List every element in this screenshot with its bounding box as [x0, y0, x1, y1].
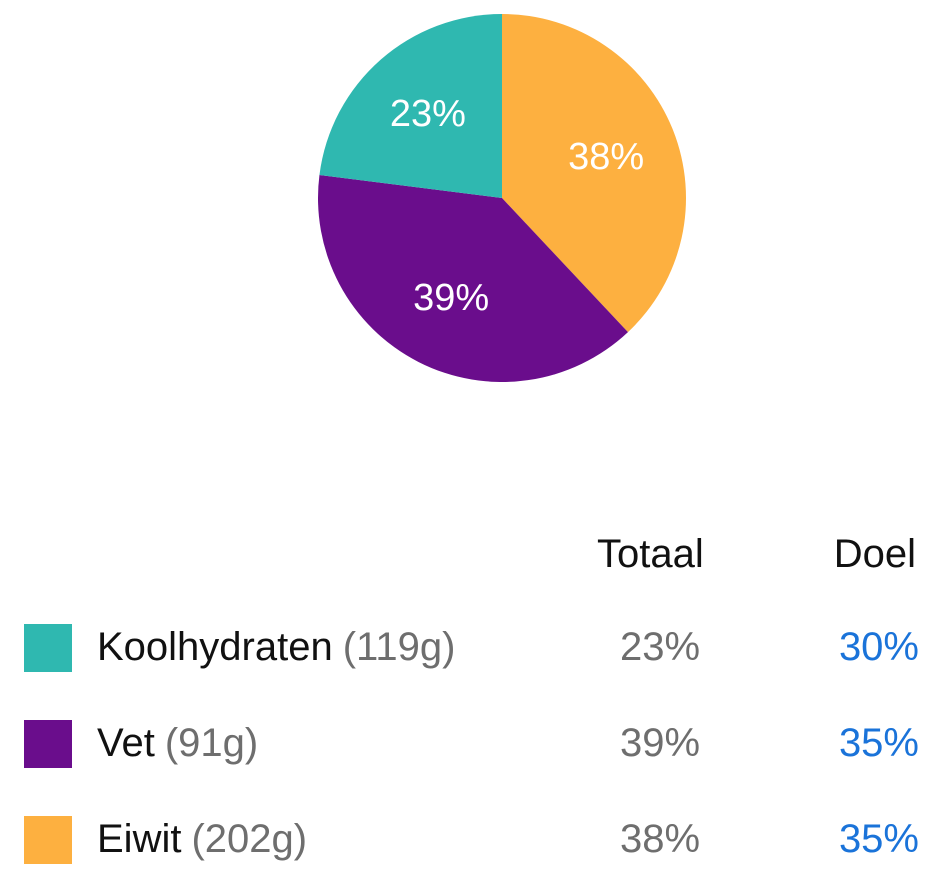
pie-label-koolhydraten: 23% — [390, 93, 466, 135]
column-header-total: Totaal — [597, 532, 704, 576]
macro-total-percent: 39% — [620, 721, 701, 765]
macro-total-percent: 38% — [620, 817, 701, 861]
pie-label-vet: 39% — [413, 277, 489, 319]
pie-slice-vet — [318, 174, 628, 382]
macro-grams: (91g) — [164, 721, 259, 765]
macro-name: Vet (91g) — [97, 719, 258, 767]
macro-total-percent: 23% — [620, 625, 701, 669]
macro-pie-chart: 38% 39% 23% — [318, 14, 686, 382]
macro-label: Koolhydraten — [97, 625, 333, 669]
table-row-koolhydraten: Koolhydraten (119g) 23% 30% — [0, 618, 952, 678]
macro-grams: (119g) — [342, 625, 456, 669]
legend-swatch-eiwit — [24, 816, 72, 864]
macro-label: Vet — [97, 721, 155, 765]
macro-name: Koolhydraten (119g) — [97, 623, 455, 671]
macro-name: Eiwit (202g) — [97, 815, 307, 863]
macro-goal-percent: 35% — [838, 721, 919, 765]
legend-swatch-koolhydraten — [24, 624, 72, 672]
pie-slice-eiwit — [502, 14, 686, 333]
table-row-eiwit: Eiwit (202g) 38% 35% — [0, 810, 952, 870]
legend-swatch-vet — [24, 720, 72, 768]
macro-label: Eiwit — [97, 817, 182, 861]
pie-label-eiwit: 38% — [568, 136, 644, 178]
macro-goal-percent: 35% — [838, 817, 919, 861]
macro-grams: (202g) — [191, 817, 308, 861]
pie-labels: 38% 39% 23% — [390, 93, 644, 319]
table-row-vet: Vet (91g) 39% 35% — [0, 714, 952, 774]
pie-slice-koolhydraten — [319, 14, 502, 198]
macro-goal-percent: 30% — [838, 625, 919, 669]
pie-slices — [318, 14, 686, 382]
column-header-goal: Doel — [833, 532, 916, 576]
